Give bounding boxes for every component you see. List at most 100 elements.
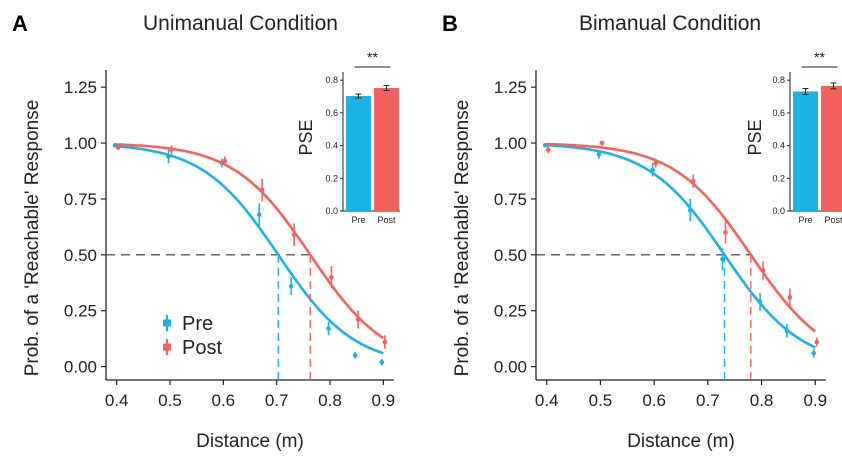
legend-label: Pre	[182, 313, 213, 335]
y-axis-label: Prob. of a 'Reachable' Response	[22, 100, 43, 377]
data-point	[787, 294, 793, 300]
panel-title: Bimanual Condition	[579, 12, 761, 35]
data-point	[784, 328, 790, 334]
data-point	[653, 160, 658, 166]
inset-y-tick-label: 0.2	[325, 173, 338, 183]
inset-y-tick-label: 0.0	[772, 206, 785, 216]
pse-inset-a: 0.0 0.2 0.4 0.6 0.8 PSE Pre Post **	[296, 49, 400, 225]
data-point	[720, 256, 725, 262]
inset-bar	[374, 88, 399, 211]
x-tick-label: 0.9	[372, 391, 396, 410]
x-axis-label: Distance (m)	[196, 431, 304, 452]
y-tick-label: 1.00	[64, 134, 97, 153]
legend-swatch	[163, 343, 171, 351]
inset-y-label: PSE	[745, 119, 765, 155]
inset-x-tick-label: Post	[377, 215, 396, 225]
y-tick-label: 0.75	[494, 190, 527, 209]
series-post	[545, 140, 820, 380]
data-point	[222, 158, 228, 164]
data-point	[596, 151, 602, 157]
panel-a: A Unimanual Condition 0.00 0.25 0.50 0.75 1.00…	[12, 11, 400, 452]
data-point	[811, 350, 817, 356]
y-tick-label: 0.25	[64, 302, 97, 321]
data-point	[352, 353, 358, 358]
legend-label: Post	[182, 337, 222, 359]
y-tick-label: 1.00	[494, 134, 527, 153]
y-tick-label: 1.25	[494, 78, 527, 97]
significance-label: **	[367, 49, 378, 65]
data-point	[329, 274, 334, 280]
panel-b: B Bimanual Condition 0.00 0.25 0.50 0.75 1.00 1…	[442, 11, 842, 452]
data-point	[115, 145, 121, 150]
inset-x-tick-label: Pre	[351, 215, 365, 225]
data-point	[542, 142, 548, 148]
data-point	[757, 299, 763, 305]
panel-letter: A	[12, 11, 28, 36]
data-point	[259, 187, 265, 193]
x-tick-label: 0.4	[105, 391, 129, 410]
inset-y-tick-label: 0.8	[772, 75, 785, 85]
x-tick-label: 0.5	[589, 391, 613, 410]
y-tick-label: 0.00	[64, 358, 97, 377]
inset-y-tick-label: 0.0	[325, 206, 338, 216]
data-point	[760, 268, 766, 273]
inset-bar	[793, 91, 818, 211]
fit-curve	[116, 143, 385, 340]
panel-title: Unimanual Condition	[143, 12, 338, 35]
inset-y-tick-label: 0.8	[325, 75, 338, 85]
inset-bar	[821, 85, 842, 211]
y-tick-label: 0.00	[494, 358, 527, 377]
x-tick-label: 0.6	[212, 391, 236, 410]
x-tick-label: 0.7	[696, 391, 720, 410]
y-tick-label: 0.50	[64, 246, 97, 265]
data-point	[650, 167, 655, 173]
series-post	[115, 143, 388, 380]
x-axis-label: Distance (m)	[627, 431, 735, 452]
series-pre	[542, 142, 817, 380]
x-tick-label: 0.8	[318, 391, 342, 410]
data-point	[687, 207, 693, 213]
inset-y-label: PSE	[296, 119, 316, 155]
x-tick-label: 0.6	[642, 391, 666, 410]
data-point	[690, 178, 696, 184]
data-point	[814, 339, 820, 345]
inset-x-tick-label: Pre	[798, 215, 812, 225]
data-point	[355, 317, 361, 322]
legend-swatch	[163, 319, 171, 327]
data-point	[288, 283, 294, 289]
x-tick-label: 0.8	[750, 391, 774, 410]
inset-y-tick-label: 0.6	[325, 108, 338, 118]
fit-curve	[546, 142, 817, 333]
y-tick-label: 0.25	[494, 302, 527, 321]
data-point	[169, 147, 174, 153]
data-point	[723, 230, 728, 235]
y-tick-label: 0.75	[64, 190, 97, 209]
data-point	[599, 140, 605, 146]
significance-label: **	[814, 49, 825, 65]
inset-y-tick-label: 0.2	[772, 173, 785, 183]
x-tick-label: 0.5	[158, 391, 182, 410]
data-point	[291, 232, 297, 238]
inset-y-tick-label: 0.4	[325, 141, 338, 151]
data-point	[382, 339, 388, 345]
y-tick-label: 1.25	[64, 78, 97, 97]
y-tick-label: 0.50	[494, 246, 527, 265]
data-point	[326, 326, 331, 331]
panel-letter: B	[442, 11, 458, 36]
data-point	[545, 147, 551, 153]
y-axis-label: Prob. of a 'Reachable' Response	[452, 100, 473, 377]
data-point	[166, 154, 171, 159]
x-tick-label: 0.9	[803, 391, 827, 410]
inset-y-tick-label: 0.4	[772, 141, 785, 151]
fit-curve	[546, 143, 816, 349]
fit-curve	[116, 144, 384, 355]
x-tick-label: 0.4	[535, 391, 559, 410]
data-point	[256, 212, 262, 217]
pse-inset-b: 0.0 0.2 0.4 0.6 0.8 PSE Pre Post **	[745, 49, 842, 225]
inset-bar	[346, 96, 371, 211]
inset-x-tick-label: Post	[824, 215, 842, 225]
x-tick-label: 0.7	[265, 391, 289, 410]
inset-y-tick-label: 0.6	[772, 108, 785, 118]
